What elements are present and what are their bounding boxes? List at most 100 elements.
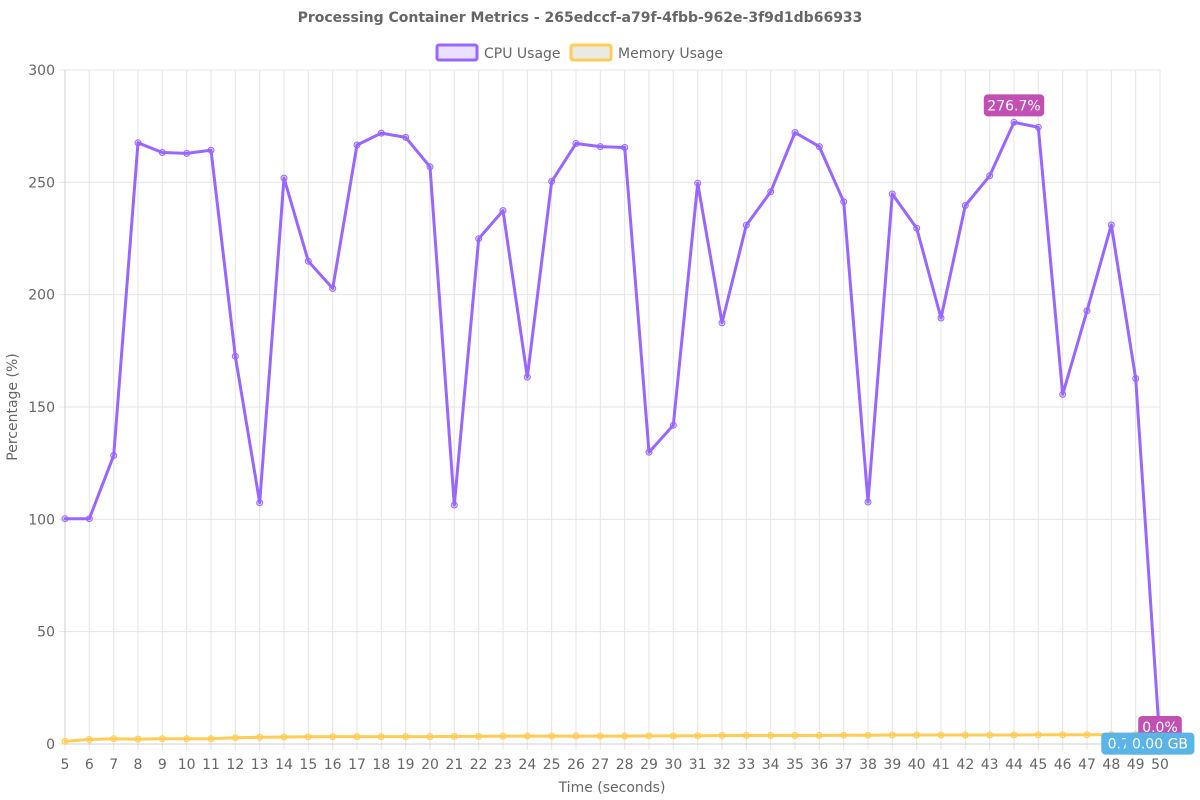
data-point-memory[interactable] bbox=[1059, 731, 1067, 739]
data-point-cpu[interactable] bbox=[1059, 390, 1067, 398]
data-point-memory[interactable] bbox=[621, 732, 629, 740]
data-point-cpu[interactable] bbox=[523, 373, 531, 381]
data-point-cpu[interactable] bbox=[645, 448, 653, 456]
data-point-cpu[interactable] bbox=[353, 141, 361, 149]
data-point-memory[interactable] bbox=[669, 732, 677, 740]
data-point-cpu[interactable] bbox=[158, 149, 166, 156]
legend-label-memory: Memory Usage bbox=[618, 46, 723, 62]
data-point-memory[interactable] bbox=[158, 735, 166, 743]
data-point-memory[interactable] bbox=[840, 731, 848, 739]
data-point-memory[interactable] bbox=[767, 732, 775, 739]
data-point-memory[interactable] bbox=[1010, 731, 1018, 739]
x-tick-label: 37 bbox=[835, 757, 853, 773]
data-point-cpu[interactable] bbox=[718, 319, 726, 327]
data-point-cpu[interactable] bbox=[961, 202, 969, 209]
data-point-memory[interactable] bbox=[61, 737, 69, 745]
data-point-memory[interactable] bbox=[426, 733, 434, 741]
data-point-memory[interactable] bbox=[742, 732, 750, 739]
data-point-cpu[interactable] bbox=[280, 174, 288, 182]
data-point-memory[interactable] bbox=[718, 732, 726, 739]
data-point-cpu[interactable] bbox=[110, 452, 118, 459]
data-point-cpu[interactable] bbox=[669, 421, 677, 429]
data-point-memory[interactable] bbox=[694, 732, 702, 740]
data-point-memory[interactable] bbox=[864, 731, 872, 739]
data-point-memory[interactable] bbox=[353, 733, 361, 741]
data-point-memory[interactable] bbox=[1034, 731, 1042, 739]
data-point-cpu[interactable] bbox=[888, 190, 896, 198]
data-point-memory[interactable] bbox=[645, 732, 653, 740]
data-point-cpu[interactable] bbox=[694, 179, 702, 187]
data-point-cpu[interactable] bbox=[596, 143, 604, 151]
data-point-cpu[interactable] bbox=[572, 140, 580, 147]
data-point-cpu[interactable] bbox=[85, 515, 93, 523]
data-point-memory[interactable] bbox=[450, 732, 458, 740]
data-point-memory[interactable] bbox=[402, 733, 410, 741]
data-point-cpu[interactable] bbox=[402, 133, 410, 141]
data-point-memory[interactable] bbox=[572, 732, 580, 740]
data-point-memory[interactable] bbox=[523, 732, 531, 740]
data-point-cpu[interactable] bbox=[1083, 307, 1091, 315]
data-point-memory[interactable] bbox=[377, 733, 385, 741]
data-point-cpu[interactable] bbox=[207, 146, 215, 154]
x-tick-label: 24 bbox=[518, 757, 536, 773]
data-point-memory[interactable] bbox=[961, 731, 969, 739]
data-point-cpu[interactable] bbox=[329, 284, 337, 292]
data-point-cpu[interactable] bbox=[791, 129, 799, 136]
data-point-memory[interactable] bbox=[888, 731, 896, 739]
data-point-memory[interactable] bbox=[475, 732, 483, 740]
data-point-memory[interactable] bbox=[548, 732, 556, 740]
data-point-cpu[interactable] bbox=[913, 224, 921, 232]
data-point-cpu[interactable] bbox=[840, 198, 848, 206]
data-point-cpu[interactable] bbox=[742, 221, 750, 229]
data-point-cpu[interactable] bbox=[937, 314, 945, 322]
data-point-cpu[interactable] bbox=[183, 149, 191, 157]
data-point-memory[interactable] bbox=[986, 731, 994, 739]
data-point-memory[interactable] bbox=[304, 733, 312, 741]
value-label: 0.0% bbox=[1138, 716, 1182, 738]
data-point-memory[interactable] bbox=[85, 736, 93, 743]
y-tick-label: 150 bbox=[28, 400, 55, 416]
data-point-cpu[interactable] bbox=[986, 172, 994, 180]
data-point-cpu[interactable] bbox=[1107, 221, 1115, 229]
x-tick-label: 14 bbox=[275, 757, 293, 773]
data-point-cpu[interactable] bbox=[1010, 118, 1018, 126]
data-point-cpu[interactable] bbox=[499, 207, 507, 215]
x-tick-label: 19 bbox=[397, 757, 415, 773]
data-point-memory[interactable] bbox=[207, 735, 215, 743]
data-point-cpu[interactable] bbox=[256, 499, 264, 507]
data-point-memory[interactable] bbox=[329, 733, 337, 741]
data-point-memory[interactable] bbox=[937, 731, 945, 739]
data-point-memory[interactable] bbox=[183, 735, 191, 743]
legend-item-cpu[interactable]: CPU Usage bbox=[435, 43, 561, 62]
data-point-cpu[interactable] bbox=[621, 144, 629, 151]
data-point-cpu[interactable] bbox=[1132, 375, 1140, 382]
data-point-memory[interactable] bbox=[815, 732, 823, 739]
y-tick-label: 300 bbox=[28, 63, 55, 79]
data-point-cpu[interactable] bbox=[475, 235, 483, 243]
x-tick-label: 36 bbox=[810, 757, 828, 773]
data-point-cpu[interactable] bbox=[134, 139, 142, 147]
data-point-memory[interactable] bbox=[596, 732, 604, 740]
data-point-cpu[interactable] bbox=[1034, 123, 1042, 131]
data-point-cpu[interactable] bbox=[304, 257, 312, 265]
data-point-cpu[interactable] bbox=[450, 501, 458, 509]
data-point-cpu[interactable] bbox=[377, 129, 385, 137]
legend-item-memory[interactable]: Memory Usage bbox=[569, 43, 723, 62]
data-point-cpu[interactable] bbox=[231, 352, 239, 360]
data-point-memory[interactable] bbox=[913, 731, 921, 739]
data-point-memory[interactable] bbox=[134, 735, 142, 743]
data-point-cpu[interactable] bbox=[548, 177, 556, 185]
data-point-memory[interactable] bbox=[256, 733, 264, 741]
x-tick-label: 20 bbox=[421, 757, 439, 773]
data-point-memory[interactable] bbox=[110, 735, 118, 743]
data-point-memory[interactable] bbox=[499, 732, 507, 740]
data-point-cpu[interactable] bbox=[61, 515, 69, 523]
data-point-cpu[interactable] bbox=[864, 498, 872, 506]
data-point-memory[interactable] bbox=[1083, 731, 1091, 739]
data-point-memory[interactable] bbox=[280, 733, 288, 741]
data-point-cpu[interactable] bbox=[815, 143, 823, 151]
data-point-cpu[interactable] bbox=[767, 188, 775, 196]
data-point-cpu[interactable] bbox=[426, 163, 434, 171]
data-point-memory[interactable] bbox=[791, 732, 799, 739]
data-point-memory[interactable] bbox=[231, 734, 239, 742]
